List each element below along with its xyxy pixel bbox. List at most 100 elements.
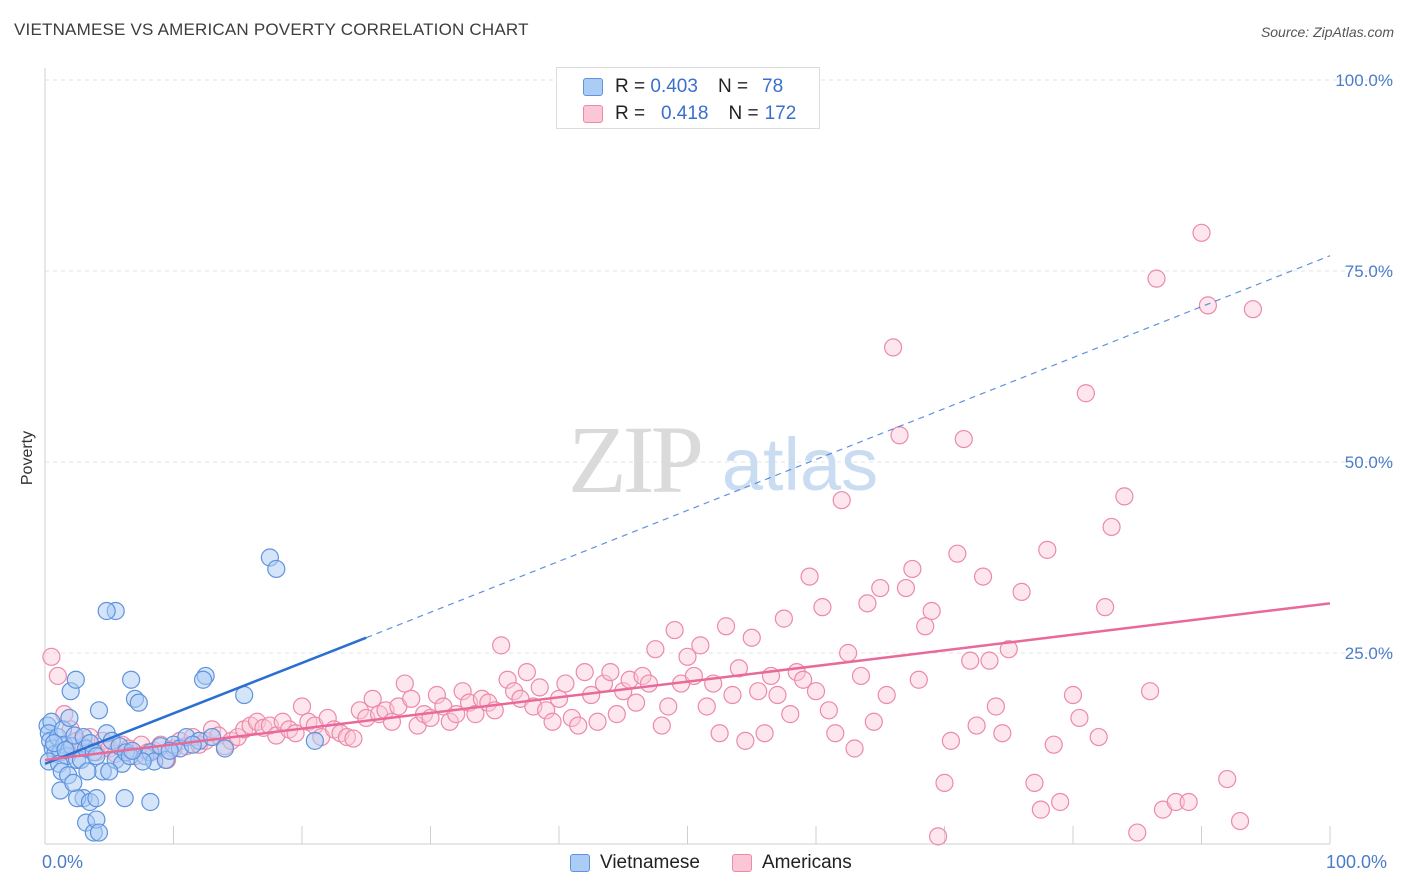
americans-point	[639, 674, 659, 693]
americans-point	[453, 682, 472, 701]
americans-point	[813, 598, 832, 617]
americans-point	[337, 727, 357, 747]
source-label: Source: ZipAtlas.com	[1260, 24, 1394, 40]
vietnamese-point	[89, 823, 109, 842]
americans-point	[800, 567, 819, 586]
americans-point	[498, 670, 517, 689]
watermark-atlas: atlas	[722, 423, 878, 506]
americans-point	[1179, 792, 1198, 812]
vietnamese-point	[215, 739, 234, 758]
n-label: N =	[728, 103, 759, 124]
axes	[44, 68, 1331, 845]
americans-point	[749, 682, 768, 701]
americans-point	[1051, 792, 1070, 812]
americans-point	[1102, 517, 1121, 537]
americans-point	[633, 666, 652, 686]
americans-point	[774, 609, 793, 628]
americans-point	[999, 640, 1018, 659]
americans-swatch	[732, 854, 752, 872]
americans-point	[517, 662, 536, 682]
americans-point	[980, 651, 999, 670]
americans-point	[826, 724, 845, 743]
americans-point	[916, 617, 935, 636]
americans-point	[569, 716, 588, 735]
americans-point	[1063, 685, 1083, 705]
americans-point	[716, 617, 736, 636]
vietnamese-point	[267, 559, 286, 579]
americans-point	[42, 647, 61, 666]
americans-point	[839, 643, 858, 663]
vietnamese-point	[97, 601, 116, 621]
americans-point	[993, 724, 1012, 743]
americans-point	[292, 697, 312, 716]
legend-label: Vietnamese	[600, 852, 700, 873]
vietnamese-point	[193, 670, 213, 689]
americans-point	[864, 712, 883, 731]
americans-point	[1147, 269, 1166, 288]
vietnamese-point	[66, 670, 85, 689]
vietnamese-point	[89, 701, 109, 720]
x-tick-label-max: 100.0%	[1326, 852, 1388, 872]
americans-point	[543, 712, 562, 731]
americans-point	[877, 685, 896, 705]
americans-point	[1198, 296, 1218, 315]
americans-point	[646, 640, 665, 659]
americans-point	[986, 697, 1006, 716]
americans-point	[363, 689, 382, 708]
americans-point	[883, 338, 903, 357]
y-tick-label: 100.0%	[1335, 71, 1393, 90]
r-value: 0.418	[660, 103, 709, 124]
americans-point	[344, 729, 363, 748]
legend-item-vietnamese[interactable]: Vietnamese	[570, 852, 700, 874]
americans-point	[941, 731, 961, 750]
americans-point	[402, 689, 421, 708]
americans-point	[794, 670, 813, 689]
americans-point	[922, 601, 941, 621]
chart-title: VIETNAMESE VS AMERICAN POVERTY CORRELATI…	[14, 20, 529, 39]
americans-point	[537, 701, 556, 720]
watermark: ZIP atlas	[568, 406, 878, 513]
vietnamese-point	[305, 731, 324, 750]
americans-point	[652, 716, 671, 735]
americans-point	[1089, 727, 1108, 747]
americans-point	[1218, 769, 1237, 789]
americans-trend-line	[44, 602, 1331, 762]
americans-point	[935, 773, 954, 792]
correlation-legend: R = 0.403 N = 78 R = 0.418 N = 172	[556, 67, 820, 129]
americans-point	[697, 697, 716, 716]
americans-point	[1230, 811, 1250, 831]
vietnamese-swatch	[570, 854, 590, 872]
americans-point	[961, 651, 980, 670]
americans-point	[903, 559, 922, 579]
americans-point	[851, 666, 871, 686]
americans-point	[755, 724, 774, 743]
vietnamese-point	[60, 708, 79, 728]
americans-point	[1096, 598, 1115, 617]
series-legend: Vietnamese Americans	[570, 852, 884, 874]
americans-point	[1115, 487, 1134, 506]
americans-point	[832, 491, 851, 510]
americans-point	[659, 697, 678, 716]
americans-point	[556, 674, 575, 693]
x-tick-label-min: 0.0%	[42, 852, 84, 872]
americans-point	[948, 544, 967, 563]
americans-point	[871, 578, 890, 598]
legend-label: Americans	[762, 852, 852, 873]
americans-point	[575, 662, 594, 682]
americans-point	[1076, 384, 1095, 403]
americans-point	[466, 705, 485, 724]
americans-point	[504, 682, 524, 701]
vietnamese-point	[202, 727, 222, 747]
y-tick-label: 50.0%	[1345, 453, 1393, 472]
americans-point	[1243, 300, 1263, 319]
americans-point	[819, 701, 838, 720]
r-label: R =	[615, 76, 646, 97]
n-label: N =	[717, 76, 749, 97]
americans-point	[1044, 735, 1063, 754]
americans-point	[427, 685, 447, 705]
americans-point	[530, 678, 549, 697]
vietnamese-point	[87, 789, 106, 808]
legend-item-americans[interactable]: Americans	[732, 852, 852, 874]
americans-point	[1038, 540, 1057, 559]
